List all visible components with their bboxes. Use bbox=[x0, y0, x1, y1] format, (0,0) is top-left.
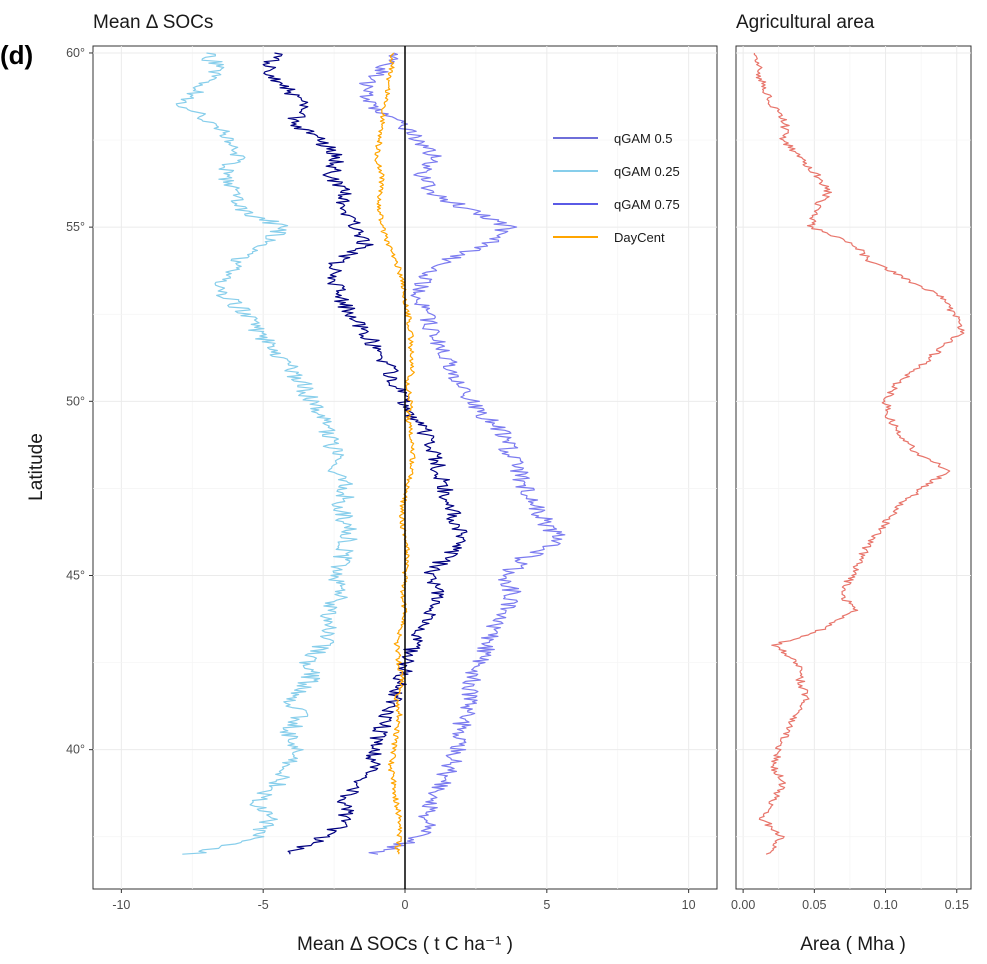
left-y-axis-title: Latitude bbox=[26, 433, 47, 501]
left-series-group bbox=[175, 52, 566, 855]
left-x-tick-label: 5 bbox=[543, 898, 550, 912]
legend: qGAM 0.5 qGAM 0.25 qGAM 0.75 DayCent bbox=[553, 131, 680, 245]
left-y-tick-label: 60° bbox=[66, 46, 85, 60]
right-grid bbox=[736, 46, 971, 889]
series-line-qgam-0-25 bbox=[175, 52, 358, 855]
area-line bbox=[753, 52, 965, 855]
left-y-tick-label: 55° bbox=[66, 220, 85, 234]
right-panel-title: Agricultural area bbox=[736, 12, 875, 33]
left-x-tick-label: 10 bbox=[682, 898, 696, 912]
left-x-axis-title: Mean Δ SOCs ( t C ha⁻¹ ) bbox=[297, 934, 513, 955]
series-line-daycent bbox=[374, 52, 416, 855]
left-panel-title: Mean Δ SOCs bbox=[93, 12, 213, 33]
right-series-group bbox=[753, 52, 965, 855]
right-x-tick-label: 0.15 bbox=[945, 898, 969, 912]
series-line-qgam-0-75 bbox=[359, 52, 566, 855]
legend-label-qgam-0-25: qGAM 0.25 bbox=[614, 164, 680, 179]
left-x-ticks: -10 -5 0 5 10 bbox=[112, 889, 696, 912]
left-x-tick-label: 0 bbox=[402, 898, 409, 912]
right-x-tick-label: 0.00 bbox=[731, 898, 755, 912]
right-plot-panel bbox=[735, 45, 972, 890]
legend-label-daycent: DayCent bbox=[614, 230, 665, 245]
left-x-tick-label: -5 bbox=[258, 898, 269, 912]
right-x-tick-label: 0.05 bbox=[802, 898, 826, 912]
left-y-tick-label: 45° bbox=[66, 568, 85, 582]
panel-letter: (d) bbox=[0, 40, 33, 70]
left-x-tick-label: -10 bbox=[112, 898, 130, 912]
right-x-ticks: 0.00 0.05 0.10 0.15 bbox=[731, 889, 969, 912]
right-x-axis-title: Area ( Mha ) bbox=[800, 934, 906, 955]
left-y-tick-label: 40° bbox=[66, 743, 85, 757]
left-y-tick-label: 50° bbox=[66, 394, 85, 408]
right-x-tick-label: 0.10 bbox=[873, 898, 897, 912]
legend-label-qgam-0-75: qGAM 0.75 bbox=[614, 197, 680, 212]
left-y-ticks: 40° 45° 50° 55° 60° bbox=[66, 46, 93, 757]
legend-label-qgam-0-5: qGAM 0.5 bbox=[614, 131, 673, 146]
series-line-qgam-0-5 bbox=[262, 52, 468, 855]
